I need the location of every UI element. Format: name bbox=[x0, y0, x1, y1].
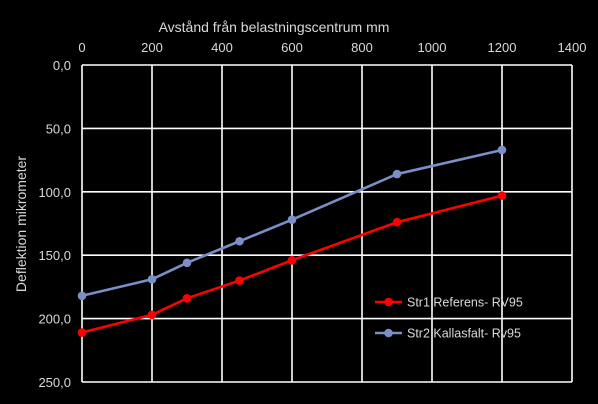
grid bbox=[81, 64, 573, 383]
data-point bbox=[182, 294, 192, 303]
legend-marker bbox=[384, 297, 393, 307]
x-tick-label: 1400 bbox=[558, 40, 587, 55]
legend-marker bbox=[384, 328, 393, 338]
x-tick-label: 1000 bbox=[418, 40, 447, 55]
x-tick-label: 800 bbox=[351, 40, 373, 55]
data-point bbox=[147, 310, 157, 320]
x-tick-label: 0 bbox=[78, 40, 85, 55]
x-axis-title: Avstånd från belastningscentrum mm bbox=[159, 19, 390, 35]
y-tick-label: 100,0 bbox=[38, 185, 71, 200]
data-point bbox=[392, 169, 402, 179]
x-tick-label: 200 bbox=[141, 40, 163, 55]
y-axis-title: Deflektion mikrometer bbox=[13, 156, 29, 292]
legend-label: Str2 Kallasfalt- Rv95 bbox=[407, 327, 521, 341]
x-tick-labels: 0 200 400 600 800 1000 1200 1400 bbox=[78, 40, 586, 55]
data-point bbox=[497, 145, 507, 155]
y-tick-label: 0,0 bbox=[53, 58, 71, 73]
legend-label: Str1 Referens- RV95 bbox=[407, 296, 523, 310]
series-group bbox=[77, 145, 507, 337]
legend: Str1 Referens- RV95 Str2 Kallasfalt- Rv95 bbox=[375, 296, 523, 341]
y-tick-label: 250,0 bbox=[38, 375, 71, 390]
data-point bbox=[497, 191, 507, 200]
y-tick-label: 200,0 bbox=[38, 312, 71, 327]
data-point bbox=[392, 217, 402, 227]
data-point bbox=[287, 215, 297, 224]
y-tick-labels: 0,0 50,0 100,0 150,0 200,0 250,0 bbox=[38, 58, 71, 390]
x-tick-label: 1200 bbox=[488, 40, 517, 55]
x-tick-label: 400 bbox=[211, 40, 233, 55]
data-point bbox=[77, 291, 87, 301]
data-point bbox=[235, 236, 244, 246]
data-point bbox=[77, 328, 87, 337]
data-point bbox=[147, 274, 157, 284]
data-point bbox=[182, 258, 192, 268]
y-tick-label: 50,0 bbox=[46, 121, 71, 136]
y-tick-label: 150,0 bbox=[38, 248, 71, 263]
x-tick-label: 600 bbox=[281, 40, 303, 55]
data-point bbox=[287, 255, 297, 265]
data-point bbox=[235, 276, 244, 285]
